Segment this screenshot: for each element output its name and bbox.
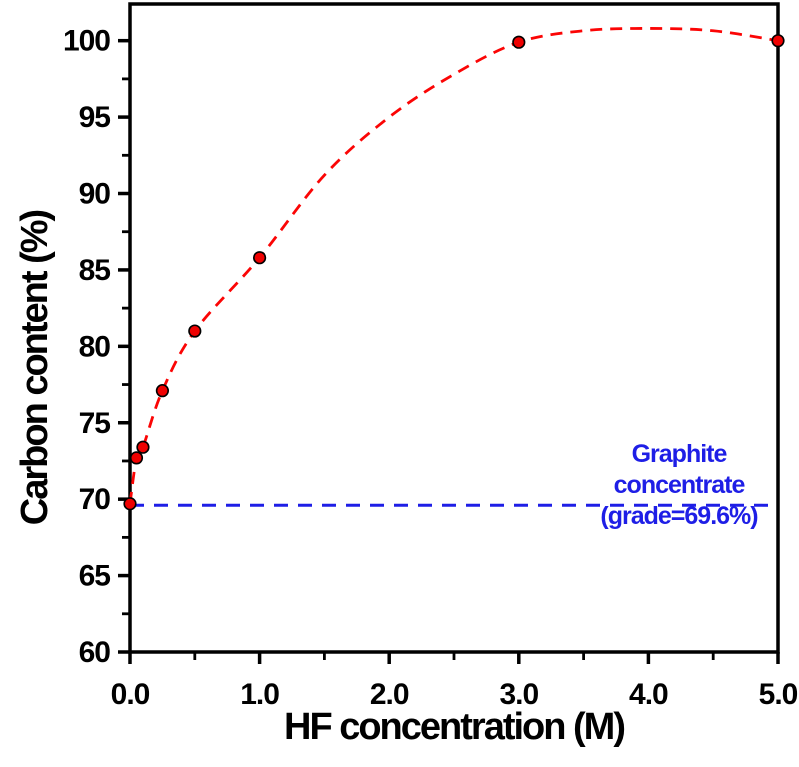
data-point — [129, 451, 144, 465]
annotation-line-2: concentrate — [613, 471, 746, 499]
y-tick-label: 80 — [79, 330, 111, 363]
data-point — [253, 251, 267, 265]
data-point — [188, 324, 202, 338]
plot-frame — [128, 2, 780, 654]
y-tick-label: 85 — [79, 254, 111, 287]
annotation-line-1: Graphite — [631, 440, 728, 468]
x-tick-label: 2.0 — [370, 678, 409, 711]
x-tick-label: 3.0 — [499, 678, 538, 711]
graphite-annotation: Graphite concentrate (grade=69.6%) — [529, 439, 799, 532]
data-point — [771, 34, 785, 48]
data-point — [512, 35, 526, 49]
y-axis-title: Carbon content (%) — [14, 210, 56, 526]
x-tick-label: 1.0 — [240, 678, 279, 711]
y-tick-label: 70 — [79, 483, 111, 516]
trend-curve — [128, 27, 779, 504]
y-tick-label: 65 — [79, 560, 111, 593]
y-tick-label: 60 — [79, 636, 111, 669]
annotation-line-3: (grade=69.6%) — [600, 502, 758, 530]
y-tick-label: 95 — [79, 101, 111, 134]
x-axis-title: HF concentration (M) — [284, 706, 626, 748]
x-tick-label: 5.0 — [759, 678, 798, 711]
data-point — [136, 440, 150, 454]
data-point — [155, 384, 169, 398]
y-tick-label: 75 — [79, 407, 111, 440]
y-tick-label: 100 — [63, 25, 110, 58]
x-tick-label: 0.0 — [111, 678, 150, 711]
x-tick-label: 4.0 — [629, 678, 668, 711]
y-tick-label: 90 — [79, 178, 111, 211]
data-point — [123, 497, 137, 511]
